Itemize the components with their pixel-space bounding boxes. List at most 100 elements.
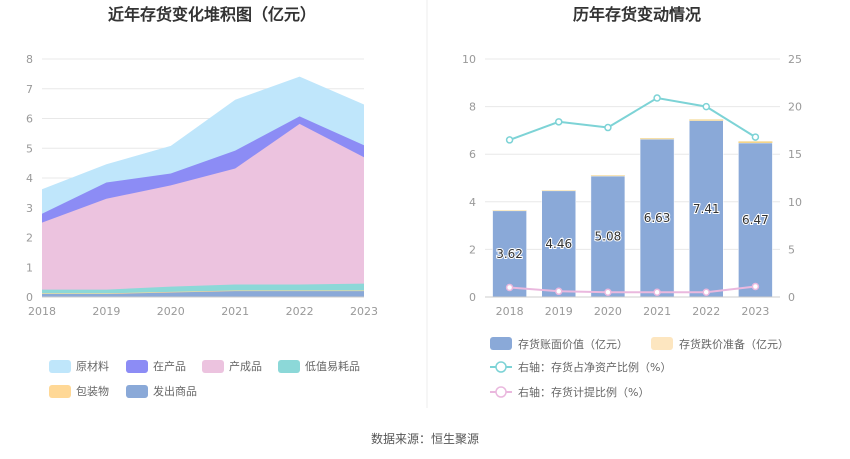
bar-impairment-provision	[738, 141, 773, 144]
line-legend-label: 右轴：存货计提比例（%）	[518, 385, 649, 399]
area-y-tick-label: 1	[26, 261, 33, 274]
line-legend-marker	[495, 386, 507, 398]
bar-y2-tick-label: 0	[788, 291, 795, 304]
area-legend-swatch	[278, 360, 300, 373]
bar-inventory-value	[541, 190, 576, 298]
bar-data-label: 4.46	[545, 237, 572, 251]
line-point	[653, 94, 661, 102]
data-source-label: 数据来源：恒生聚源	[371, 431, 479, 446]
bar-legend-swatch	[651, 337, 673, 350]
area-y-tick-label: 6	[26, 113, 33, 126]
line-net-asset-ratio	[509, 96, 756, 141]
line-provision-ratio	[509, 285, 756, 294]
bar-legend-label: 存货账面价值（亿元）	[518, 337, 628, 351]
bar-chart-x-ticks: 2018 2019 2020 2021 2022 2023	[496, 305, 770, 318]
line-point	[604, 288, 612, 296]
bar-y2-tick-label: 25	[788, 53, 802, 66]
area-legend-label: 包装物	[76, 384, 109, 398]
area-legend-label: 在产品	[153, 359, 186, 373]
bar-impairment-provision	[590, 175, 625, 177]
bar-legend-swatch	[490, 337, 512, 350]
bar-line-chart: 历年存货变动情况 3.62 4.46 5.08 6.63 7.41 6.47 0 2 4 6 8 1…	[462, 5, 802, 399]
bar-y2-tick-label: 15	[788, 148, 802, 161]
area-x-tick-label: 2018	[28, 305, 56, 318]
area-y-tick-label: 4	[26, 172, 33, 185]
bar-x-tick-label: 2023	[741, 305, 769, 318]
bar-x-tick-label: 2018	[496, 305, 524, 318]
bar-legend-label: 存货跌价准备（亿元）	[679, 337, 789, 351]
bar-chart-title: 历年存货变动情况	[573, 5, 701, 24]
bar-x-tick-label: 2021	[643, 305, 671, 318]
area-x-tick-label: 2019	[92, 305, 120, 318]
bar-impairment-provision	[640, 138, 675, 140]
line-point	[505, 136, 514, 144]
area-legend-label: 原材料	[76, 359, 109, 373]
bar-y-tick-label: 0	[469, 291, 476, 304]
line-point	[604, 123, 612, 132]
bar-chart-legend: 存货账面价值（亿元） 存货跌价准备（亿元） 右轴：存货占净资产比例（%） 右轴：存货计…	[490, 337, 789, 399]
line-point	[505, 283, 514, 292]
area-legend-swatch	[126, 385, 148, 398]
area-y-tick-label: 5	[26, 142, 33, 155]
line-point	[702, 102, 710, 111]
area-y-tick-label: 3	[26, 202, 33, 215]
bar-y-tick-label: 8	[469, 101, 476, 114]
bar-y-tick-label: 4	[469, 196, 476, 209]
area-series-产成品	[42, 123, 364, 298]
area-y-tick-label: 0	[26, 291, 33, 304]
line-point	[702, 288, 710, 296]
bar-data-label: 3.62	[496, 247, 523, 261]
area-legend-swatch	[49, 385, 71, 398]
area-legend-label: 发出商品	[153, 384, 197, 398]
line-point	[653, 288, 661, 296]
line-legend-marker	[495, 361, 507, 373]
bar-y-tick-label: 10	[462, 53, 476, 66]
area-legend-swatch	[126, 360, 148, 373]
bar-chart-data-labels: 3.62 4.46 5.08 6.63 7.41 6.47	[495, 201, 770, 262]
bar-y-tick-label: 6	[469, 148, 476, 161]
line-point	[751, 282, 760, 291]
area-x-tick-label: 2021	[221, 305, 249, 318]
area-legend-label: 低值易耗品	[305, 360, 360, 373]
bar-y2-tick-label: 20	[788, 101, 802, 114]
bar-y2-tick-label: 10	[788, 196, 802, 209]
area-chart-title: 近年存货变化堆积图（亿元）	[108, 5, 316, 24]
area-chart-y-ticks: 0 1 2 3 4 5 6 7 8	[26, 53, 33, 304]
area-x-tick-label: 2023	[350, 305, 378, 318]
stacked-area-chart: 近年存货变化堆积图（亿元） 0 1 2 3 4 5 6 7 8 2018 2019 2020 2021…	[26, 5, 378, 398]
bar-x-tick-label: 2020	[594, 305, 622, 318]
bar-y2-tick-label: 5	[788, 243, 795, 256]
bar-y-tick-label: 2	[469, 243, 476, 256]
line-point	[555, 118, 563, 126]
bar-data-label: 6.47	[742, 213, 769, 227]
line-point	[555, 287, 563, 296]
area-x-tick-label: 2020	[157, 305, 185, 318]
area-y-tick-label: 7	[26, 83, 33, 96]
area-y-tick-label: 8	[26, 53, 33, 66]
bar-chart-bars	[485, 119, 780, 298]
area-legend-label: 产成品	[229, 359, 262, 373]
area-chart-x-ticks: 2018 2019 2020 2021 2022 2023	[28, 305, 378, 318]
line-point	[751, 133, 760, 141]
area-x-tick-label: 2022	[286, 305, 314, 318]
bar-chart-y-ticks: 0 2 4 6 8 10	[462, 53, 476, 304]
area-legend-swatch	[49, 360, 71, 373]
line-legend-label: 右轴：存货占净资产比例（%）	[518, 360, 671, 374]
bar-impairment-provision	[689, 119, 724, 121]
bar-x-tick-label: 2022	[692, 305, 720, 318]
bar-inventory-value	[689, 120, 724, 298]
area-y-tick-label: 2	[26, 232, 33, 245]
bar-chart-lines	[505, 94, 760, 296]
bar-data-label: 6.63	[644, 211, 671, 225]
bar-inventory-value	[639, 138, 675, 298]
bar-chart-y2-ticks: 0 5 10 15 20 25	[788, 53, 802, 304]
area-series-发出商品	[42, 291, 364, 297]
bar-data-label: 7.41	[693, 202, 720, 216]
bar-chart-gridlines	[485, 58, 780, 298]
bar-x-tick-label: 2019	[545, 305, 573, 318]
area-legend-swatch	[202, 360, 224, 373]
bar-data-label: 5.08	[595, 230, 622, 244]
area-chart-series	[42, 76, 364, 298]
